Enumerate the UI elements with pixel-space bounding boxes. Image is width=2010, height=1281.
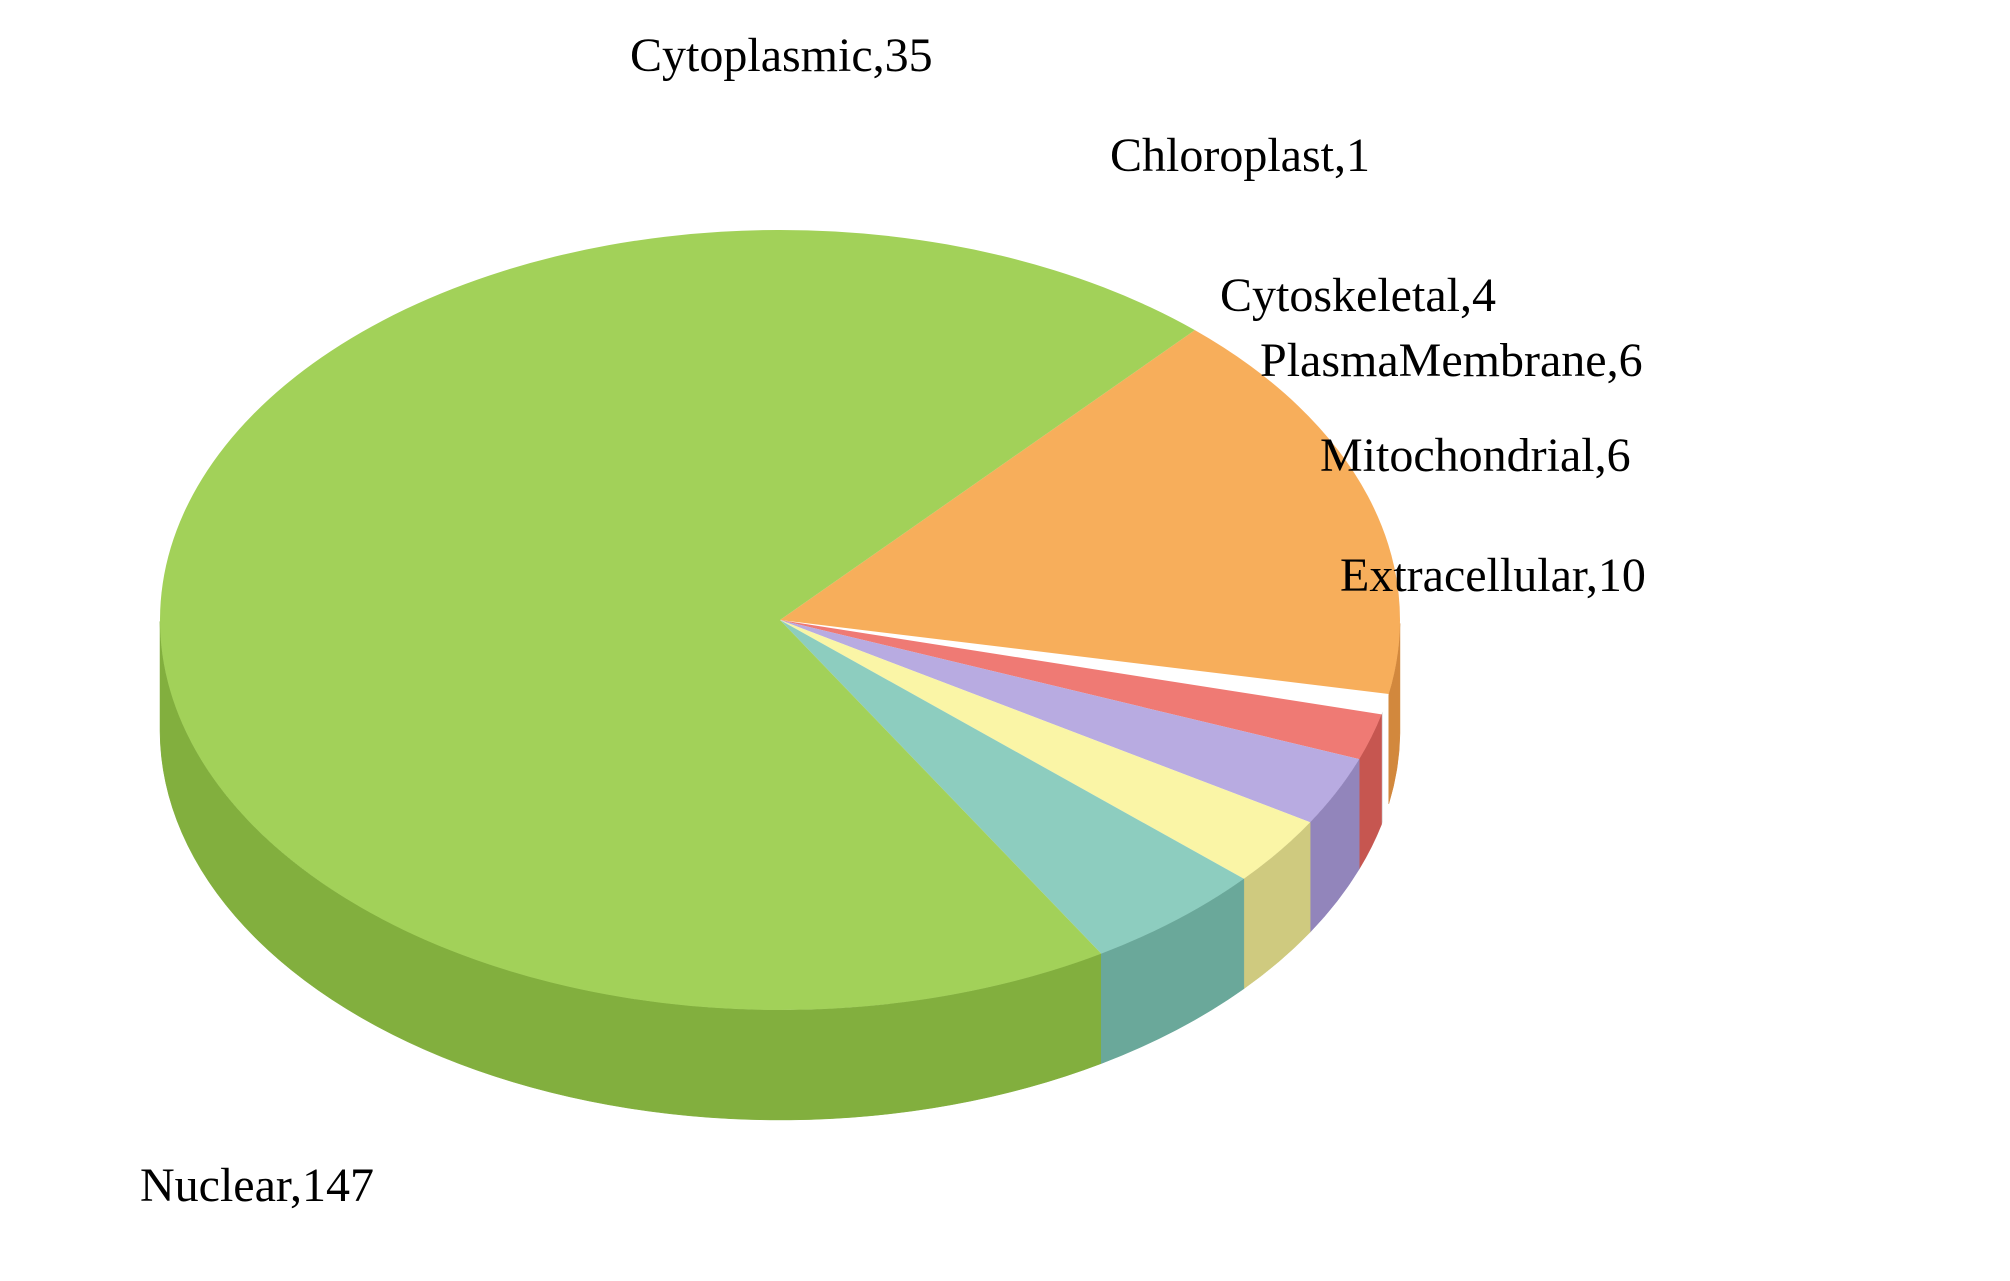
label-cytoskeletal: Cytoskeletal,4 <box>1220 270 1496 323</box>
label-plasmamembrane: PlasmaMembrane,6 <box>1260 335 1643 388</box>
label-nuclear: Nuclear,147 <box>140 1160 374 1213</box>
label-extracellular: Extracellular,10 <box>1340 550 1646 603</box>
pie-chart-3d: Cytoplasmic,35 Chloroplast,1 Cytoskeletal,… <box>0 0 2010 1281</box>
label-cytoplasmic: Cytoplasmic,35 <box>630 30 933 83</box>
pie-svg <box>0 0 2010 1281</box>
label-chloroplast: Chloroplast,1 <box>1110 130 1370 183</box>
label-mitochondrial: Mitochondrial,6 <box>1320 430 1631 483</box>
